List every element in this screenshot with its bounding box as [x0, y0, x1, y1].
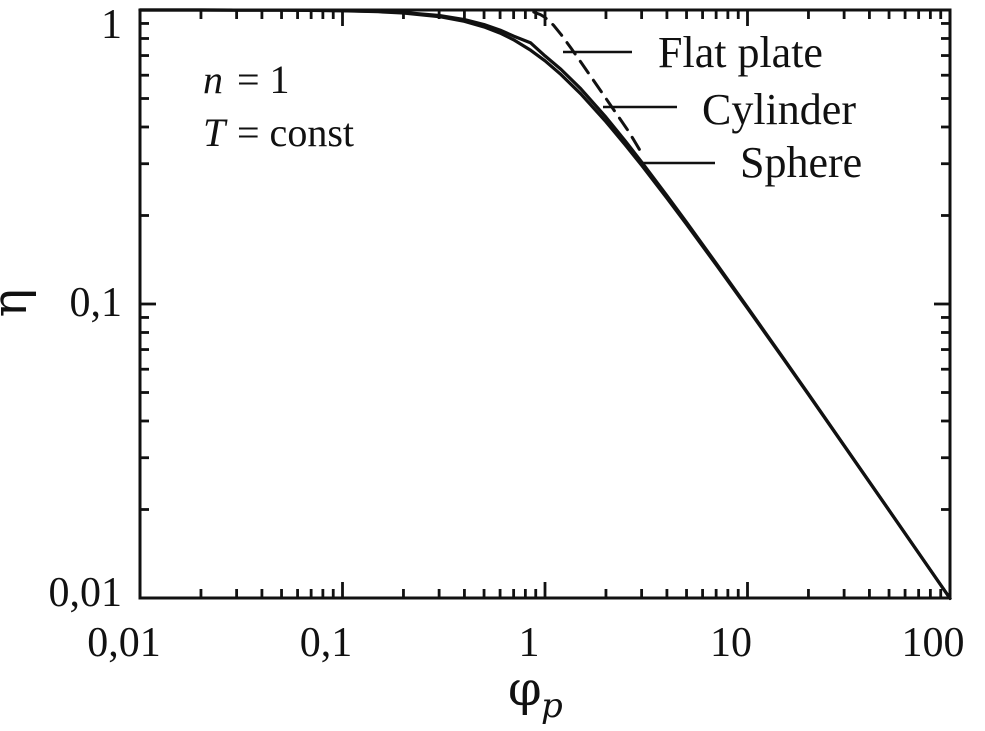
y-tick-label-1: 1: [101, 2, 122, 48]
curve-label-sphere: Sphere: [740, 138, 862, 187]
y-axis-label: η: [0, 289, 38, 318]
curve-sphere: [138, 8, 952, 600]
curve-label-cylinder: Cylinder: [702, 85, 856, 134]
y-tick-label-0-01: 0,01: [49, 570, 123, 616]
annotation-temperature: T = const: [203, 110, 354, 155]
x-tick-label-10: 10: [710, 620, 752, 666]
curve-flat-plate: [532, 10, 644, 155]
x-tick-label-1: 1: [519, 620, 540, 666]
y-tick-label-0-1: 0,1: [70, 280, 123, 326]
x-axis-label-subscript: p: [541, 686, 563, 726]
annotation-reaction-order: n = 1: [203, 57, 290, 102]
x-tick-label-0-01: 0,01: [87, 620, 161, 666]
x-tick-label-0-1: 0,1: [300, 620, 353, 666]
x-axis-label: φ: [508, 661, 542, 717]
x-tick-label-100: 100: [902, 620, 965, 666]
curve-label-flat-plate: Flat plate: [658, 28, 823, 77]
curves: [138, 8, 952, 600]
